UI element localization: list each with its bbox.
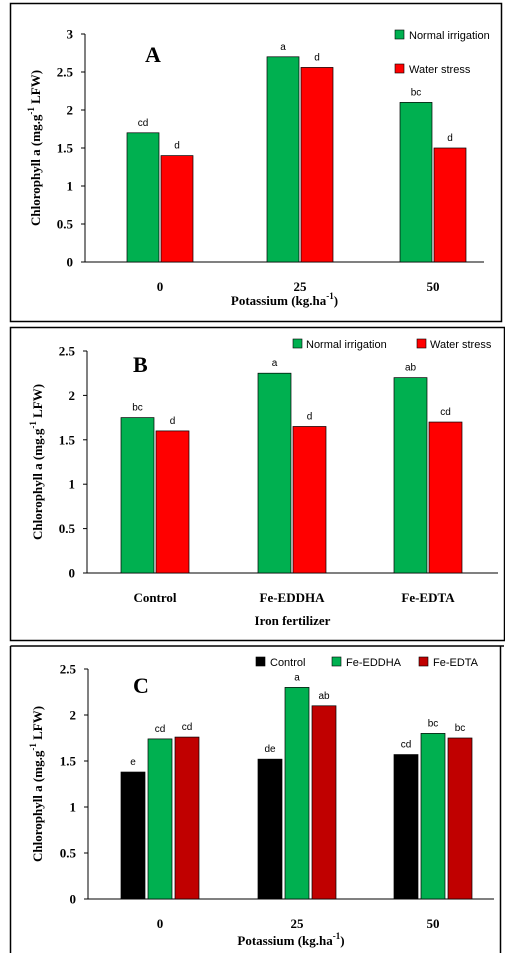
chart-b-y-tick-label: 2.5 bbox=[59, 344, 76, 359]
chart-c-x-tick-label: 50 bbox=[427, 916, 440, 931]
chart-b-bar-letter: ab bbox=[405, 363, 417, 374]
chart-b-y-title: Chlorophyll a (mg.g-1 LFW) bbox=[28, 384, 45, 540]
chart-c-bar bbox=[174, 736, 200, 900]
chart-a-bar bbox=[300, 67, 334, 263]
chart-c-bar-letter: bc bbox=[428, 718, 439, 729]
chart-b-x-tick-label: Control bbox=[133, 590, 176, 605]
chart-a-bar bbox=[160, 155, 194, 263]
chart-b-x-tick-label: Fe-EDDHA bbox=[260, 590, 326, 605]
chart-a-y-tick-label: 1 bbox=[67, 179, 74, 194]
chart-a-y-tick-label: 3 bbox=[67, 27, 74, 42]
chart-c-y-tick-label: 0.5 bbox=[60, 846, 77, 861]
chart-c-bar bbox=[147, 738, 173, 900]
chart-b-bar bbox=[393, 377, 428, 574]
chart-c-legend-label: Fe-EDDHA bbox=[346, 657, 402, 669]
chart-c-y-tick-label: 1 bbox=[70, 800, 77, 815]
chart-a-bar-letter: d bbox=[447, 133, 453, 144]
chart-b-bar bbox=[428, 421, 463, 574]
panel-c-frame bbox=[9, 645, 504, 953]
chart-c-panel-letter: C bbox=[133, 673, 149, 698]
chart-a-y-tick-label: 2.5 bbox=[57, 65, 74, 80]
chart-a-bar bbox=[399, 102, 433, 263]
chart-b-y-tick-label: 1.5 bbox=[59, 432, 76, 447]
chart-a-legend-swatch bbox=[394, 63, 405, 74]
chart-b-legend-swatch bbox=[292, 338, 303, 349]
chart-a-bar bbox=[266, 56, 300, 263]
chart-c-y-title: Chlorophyll a (mg.g-1 LFW) bbox=[28, 706, 45, 862]
chart-a-legend-swatch bbox=[394, 29, 405, 40]
chart-b-panel-letter: B bbox=[133, 352, 148, 377]
chart-a-x-title: Potassium (kg.ha-1) bbox=[231, 291, 338, 308]
chart-b-y-tick-label: 0.5 bbox=[59, 521, 76, 536]
chart-b-y-tick-label: 1 bbox=[69, 477, 76, 492]
chart-c-y-tick-label: 2 bbox=[70, 708, 77, 723]
chart-c-legend-swatch bbox=[331, 656, 342, 667]
chart-c-y-tick-label: 2.5 bbox=[60, 662, 77, 677]
chart-b-bar-letter: d bbox=[307, 411, 313, 422]
chart-c-bar bbox=[120, 771, 146, 900]
panel-a-frame bbox=[9, 2, 503, 323]
chart-c-y-tick-label: 0 bbox=[70, 892, 77, 907]
chart-a-y-title: Chlorophyll a (mg.g-1 LFW) bbox=[26, 70, 43, 226]
chart-c-bar bbox=[447, 737, 473, 900]
chart-a-panel-letter: A bbox=[145, 42, 161, 67]
chart-b-bar bbox=[257, 372, 292, 574]
chart-c-bar bbox=[284, 687, 310, 900]
chart-a-x-tick-label: 50 bbox=[427, 279, 440, 294]
chart-c-x-tick-label: 0 bbox=[157, 916, 164, 931]
chart-a-y-tick-label: 2 bbox=[67, 103, 74, 118]
chart-c-legend-label: Control bbox=[270, 657, 305, 669]
chart-c-bar-letter: cd bbox=[155, 724, 166, 735]
chart-a-bar-letter: cd bbox=[138, 118, 149, 129]
chart-c-bar-letter: bc bbox=[455, 723, 466, 734]
chart-b-bar-letter: bc bbox=[132, 403, 143, 414]
chart-a-x-tick-label: 0 bbox=[157, 279, 164, 294]
chart-a-bar-letter: d bbox=[174, 141, 180, 152]
chart-b-x-title: Iron fertilizer bbox=[255, 613, 331, 628]
chart-c: 0 0.5 1 1.5 2 2.5 0 e cd cd 25 de a ab 50 cd bc bc C Potass… bbox=[28, 656, 494, 948]
chart-b: 0 0.5 1 1.5 2 2.5 Control bc d Fe-EDDHA a d Fe-EDTA a… bbox=[28, 338, 498, 628]
chart-b-bar bbox=[155, 430, 190, 574]
chart-a-bar bbox=[433, 147, 467, 263]
chart-c-x-title: Potassium (kg.ha-1) bbox=[237, 931, 344, 948]
chart-c-legend-swatch bbox=[418, 656, 429, 667]
chart-c-y-tick-label: 1.5 bbox=[60, 754, 77, 769]
chart-a-y-tick-label: 0.5 bbox=[57, 217, 74, 232]
chart-b-bar-letter: d bbox=[170, 416, 176, 427]
chart-c-bar-letter: cd bbox=[182, 722, 193, 733]
chart-c-bar-letter: e bbox=[130, 757, 136, 768]
chart-c-bar bbox=[311, 705, 337, 900]
chart-a-y-tick-label: 0 bbox=[67, 255, 74, 270]
chart-a-y-tick-label: 1.5 bbox=[57, 141, 74, 156]
chart-b-legend-label: Normal irrigation bbox=[306, 339, 387, 351]
chart-c-legend-label: Fe-EDTA bbox=[433, 657, 479, 669]
chart-c-bar-letter: de bbox=[264, 744, 276, 755]
chart-b-bar bbox=[292, 426, 327, 574]
chart-a-legend-label: Normal irrigation bbox=[409, 30, 490, 42]
chart-b-bar bbox=[120, 417, 155, 574]
chart-c-legend-swatch bbox=[255, 656, 266, 667]
chart-b-y-tick-label: 2 bbox=[69, 388, 76, 403]
chart-b-x-tick-label: Fe-EDTA bbox=[401, 590, 455, 605]
chart-a-bar-letter: bc bbox=[411, 87, 422, 98]
chart-c-bar bbox=[257, 758, 283, 900]
chart-b-legend-label: Water stress bbox=[430, 339, 492, 351]
chart-c-bar-letter: a bbox=[294, 672, 300, 683]
chart-a-x-tick-label: 25 bbox=[294, 279, 308, 294]
chart-b-bar-letter: cd bbox=[440, 407, 451, 418]
chart-c-bar-letter: cd bbox=[401, 740, 412, 751]
chart-a-bar-letter: a bbox=[280, 42, 286, 53]
chart-b-legend-swatch bbox=[416, 338, 427, 349]
chart-c-bar-letter: ab bbox=[318, 691, 330, 702]
chart-b-bar-letter: a bbox=[272, 358, 278, 369]
chart-a-bar-letter: d bbox=[314, 52, 320, 63]
chart-a: 0 0.5 1 1.5 2 2.5 3 0 cd d 25 a d 50 bc d A Potassium (kg… bbox=[26, 27, 490, 309]
chart-a-legend-label: Water stress bbox=[409, 64, 471, 76]
chart-c-x-tick-label: 25 bbox=[291, 916, 305, 931]
chart-a-bar bbox=[126, 132, 160, 263]
chart-b-y-tick-label: 0 bbox=[69, 566, 76, 581]
chart-c-bar bbox=[393, 754, 419, 900]
chart-c-bar bbox=[420, 733, 446, 900]
